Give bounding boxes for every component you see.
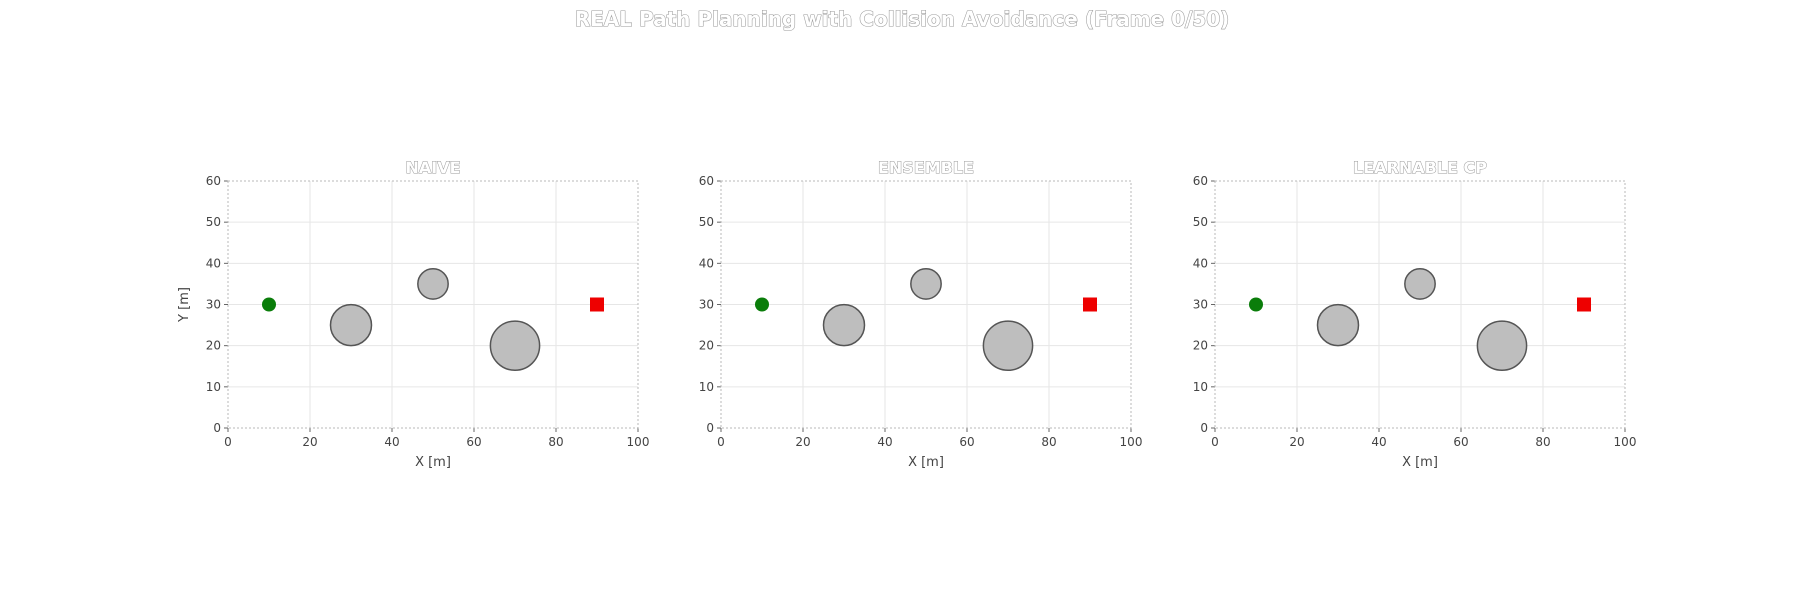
x-tick-label: 60 bbox=[1453, 435, 1468, 449]
obstacle-2 bbox=[1404, 267, 1436, 300]
x-tick-label: 40 bbox=[1371, 435, 1386, 449]
subplot-title: ENSEMBLE bbox=[878, 158, 974, 177]
y-tick-label: 50 bbox=[1193, 215, 1208, 229]
goal-marker bbox=[1083, 297, 1097, 312]
y-tick-label: 30 bbox=[206, 298, 221, 312]
start-marker bbox=[262, 297, 276, 312]
plot-frame bbox=[720, 180, 1132, 429]
y-tick-label: 60 bbox=[699, 174, 714, 188]
x-tick-label: 20 bbox=[302, 435, 317, 449]
x-tick-label: 80 bbox=[1535, 435, 1550, 449]
obstacle-3 bbox=[1476, 320, 1528, 372]
obstacle-3 bbox=[489, 320, 541, 372]
goal-marker bbox=[1577, 297, 1591, 312]
plot-frame bbox=[227, 180, 639, 429]
y-tick-label: 20 bbox=[1193, 339, 1208, 353]
x-tick-label: 100 bbox=[627, 435, 650, 449]
x-tick-label: 20 bbox=[1289, 435, 1304, 449]
x-tick-label: 40 bbox=[384, 435, 399, 449]
figure-title: REAL Path Planning with Collision Avoida… bbox=[575, 7, 1230, 31]
obstacle-1 bbox=[822, 303, 866, 347]
y-tick-label: 60 bbox=[206, 174, 221, 188]
y-tick-label: 20 bbox=[206, 339, 221, 353]
goal-marker bbox=[590, 297, 604, 312]
y-tick-label: 40 bbox=[1193, 256, 1208, 270]
x-tick-label: 60 bbox=[959, 435, 974, 449]
obstacle-1 bbox=[329, 303, 373, 347]
x-tick-label: 0 bbox=[1211, 435, 1219, 449]
x-tick-label: 0 bbox=[224, 435, 232, 449]
x-tick-label: 80 bbox=[1041, 435, 1056, 449]
x-tick-label: 100 bbox=[1120, 435, 1143, 449]
x-tick-label: 100 bbox=[1614, 435, 1637, 449]
y-tick-label: 10 bbox=[206, 380, 221, 394]
y-tick-label: 60 bbox=[1193, 174, 1208, 188]
subplot-title: NAIVE bbox=[405, 158, 460, 177]
y-tick-label: 40 bbox=[699, 256, 714, 270]
y-tick-label: 50 bbox=[206, 215, 221, 229]
y-tick-label: 10 bbox=[1193, 380, 1208, 394]
subplot-2: ENSEMBLE 0 20 40 60 80 100 0 10 20 30 40 50 60 X [m] bbox=[699, 158, 1143, 471]
obstacle-2 bbox=[417, 267, 449, 300]
x-tick-label: 80 bbox=[548, 435, 563, 449]
x-axis-label: X [m] bbox=[908, 455, 944, 470]
start-marker bbox=[755, 297, 769, 312]
start-marker bbox=[1249, 297, 1263, 312]
x-tick-label: 60 bbox=[466, 435, 481, 449]
y-tick-label: 10 bbox=[699, 380, 714, 394]
y-tick-label: 30 bbox=[699, 298, 714, 312]
x-tick-label: 20 bbox=[795, 435, 810, 449]
y-tick-label: 30 bbox=[1193, 298, 1208, 312]
y-tick-label: 50 bbox=[699, 215, 714, 229]
subplot-1: NAIVE 0 20 40 60 80 100 0 10 20 30 40 50 60 X [m] Y [m] bbox=[177, 158, 650, 471]
obstacle-3 bbox=[982, 320, 1034, 372]
subplot-title: LEARNABLE CP bbox=[1353, 158, 1487, 177]
y-tick-label: 0 bbox=[1200, 421, 1208, 435]
y-tick-label: 40 bbox=[206, 256, 221, 270]
y-axis-label: Y [m] bbox=[177, 287, 192, 323]
plot-frame bbox=[1214, 180, 1626, 429]
y-tick-label: 20 bbox=[699, 339, 714, 353]
obstacle-1 bbox=[1316, 303, 1360, 347]
x-axis-label: X [m] bbox=[415, 455, 451, 470]
x-tick-label: 40 bbox=[877, 435, 892, 449]
obstacle-2 bbox=[910, 267, 942, 300]
x-axis-label: X [m] bbox=[1402, 455, 1438, 470]
y-tick-label: 0 bbox=[213, 421, 221, 435]
y-tick-label: 0 bbox=[706, 421, 714, 435]
x-tick-label: 0 bbox=[717, 435, 725, 449]
subplot-3: LEARNABLE CP 0 20 40 60 80 100 0 10 20 30 40 50 60 X [… bbox=[1193, 158, 1637, 471]
